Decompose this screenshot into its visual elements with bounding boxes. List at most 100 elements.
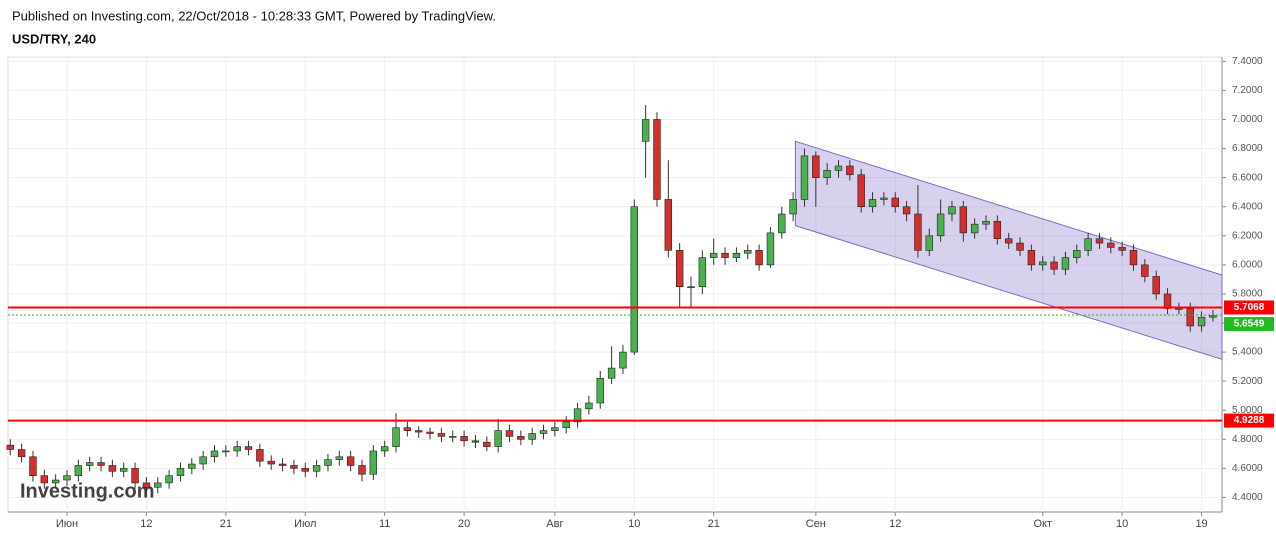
candle-body — [664, 199, 673, 251]
y-tick-label: 7.2000 — [1232, 85, 1263, 96]
y-tick-label: 6.2000 — [1232, 230, 1263, 241]
candle-body — [993, 220, 1002, 240]
y-tick-label: 5.0000 — [1232, 405, 1263, 416]
candle-body — [6, 444, 14, 450]
candle-body — [358, 465, 366, 475]
candle-body — [1209, 315, 1217, 318]
candle-body — [449, 436, 457, 438]
candle-body — [346, 456, 355, 466]
candle-body — [959, 206, 968, 234]
trend-channel — [794, 140, 1223, 361]
candle-body — [290, 465, 298, 469]
candle-body — [1175, 308, 1183, 310]
candle-body — [97, 462, 105, 466]
level-label: 5.7068 — [1234, 302, 1265, 313]
candle-body — [301, 468, 309, 472]
published-note: Published on Investing.com, 22/Oct/2018 … — [12, 8, 496, 23]
candle-body — [1118, 247, 1126, 251]
candle-body — [437, 433, 446, 437]
candle-body — [51, 479, 60, 484]
candle-body — [17, 449, 26, 458]
x-tick-label: Авг — [546, 518, 563, 530]
candle-body — [85, 462, 94, 466]
candle-body — [188, 463, 196, 469]
x-tick-label: 19 — [1195, 518, 1207, 530]
candle-body — [744, 250, 752, 254]
candle-body — [278, 463, 287, 466]
candle-body — [721, 252, 729, 258]
y-tick-label: 4.8000 — [1232, 434, 1263, 445]
candle-body — [562, 421, 570, 428]
candle-body — [925, 235, 933, 251]
level-label: 4.9288 — [1234, 415, 1265, 426]
candle-body — [936, 213, 945, 237]
y-tick-label: 5.4000 — [1232, 347, 1263, 358]
x-tick-label: 10 — [628, 518, 640, 530]
x-tick-label: 21 — [220, 518, 232, 530]
candle-body — [74, 465, 83, 476]
candle-body — [732, 252, 741, 258]
candle-body — [142, 482, 151, 488]
candle-body — [1163, 293, 1172, 309]
x-tick-label: 20 — [458, 518, 470, 530]
watermark: Investing.com — [20, 480, 154, 502]
candle-body — [154, 482, 162, 488]
y-tick-label: 7.4000 — [1232, 56, 1263, 67]
candle-body — [1061, 257, 1070, 270]
level-label-box — [1224, 413, 1274, 428]
candle-body — [415, 430, 423, 433]
candle-body — [505, 430, 514, 437]
candle-body — [619, 351, 627, 369]
x-tick-label: Июн — [56, 518, 78, 530]
candle-body — [585, 402, 593, 410]
candle-body — [494, 430, 502, 447]
candle-body — [982, 220, 990, 225]
candle-body — [755, 250, 763, 266]
candle-body — [40, 475, 49, 484]
candle-body — [778, 213, 786, 234]
candle-body — [176, 468, 185, 476]
candle-body — [880, 197, 888, 200]
candle-body — [834, 165, 843, 171]
candle-body — [1197, 316, 1206, 327]
level-label-box — [1224, 300, 1274, 315]
candle-body — [653, 119, 661, 200]
candle-body — [324, 459, 332, 466]
x-tick-label: 11 — [379, 518, 390, 530]
y-tick-label: 6.0000 — [1232, 260, 1263, 271]
candle-body — [483, 441, 491, 447]
candle-body — [687, 286, 695, 288]
candle-body — [1186, 308, 1194, 327]
candle-body — [403, 427, 412, 431]
candle-body — [369, 450, 378, 475]
candle-body — [1050, 261, 1058, 270]
candle-body — [392, 427, 400, 447]
candle-body — [766, 232, 775, 266]
symbol-title: USD/TRY, 240 — [12, 31, 96, 46]
candle-body — [210, 450, 219, 458]
candle-body — [1073, 250, 1081, 258]
candle-body — [426, 431, 434, 434]
candle-body — [528, 433, 536, 440]
candle-body — [380, 446, 389, 452]
candle-body — [846, 165, 854, 176]
y-tick-label: 4.4000 — [1232, 492, 1263, 503]
candle-body — [244, 446, 253, 450]
x-tick-label: 21 — [708, 518, 720, 530]
candle-body — [1039, 261, 1047, 266]
y-tick-label: 6.4000 — [1232, 201, 1263, 212]
x-tick-label: Сен — [806, 518, 826, 530]
candle-body — [460, 436, 468, 442]
x-tick-label: 12 — [889, 518, 901, 530]
candle-body — [812, 155, 820, 178]
candle-body — [1004, 238, 1013, 244]
y-tick-label: 5.8000 — [1232, 289, 1263, 300]
candle-body — [710, 252, 718, 258]
candle-body — [1152, 276, 1160, 295]
candle-body — [29, 456, 37, 476]
candle-body — [517, 436, 525, 440]
candle-body — [891, 197, 899, 208]
candle-body — [267, 460, 275, 465]
last-price-box — [1224, 317, 1274, 332]
candle-body — [335, 456, 344, 460]
